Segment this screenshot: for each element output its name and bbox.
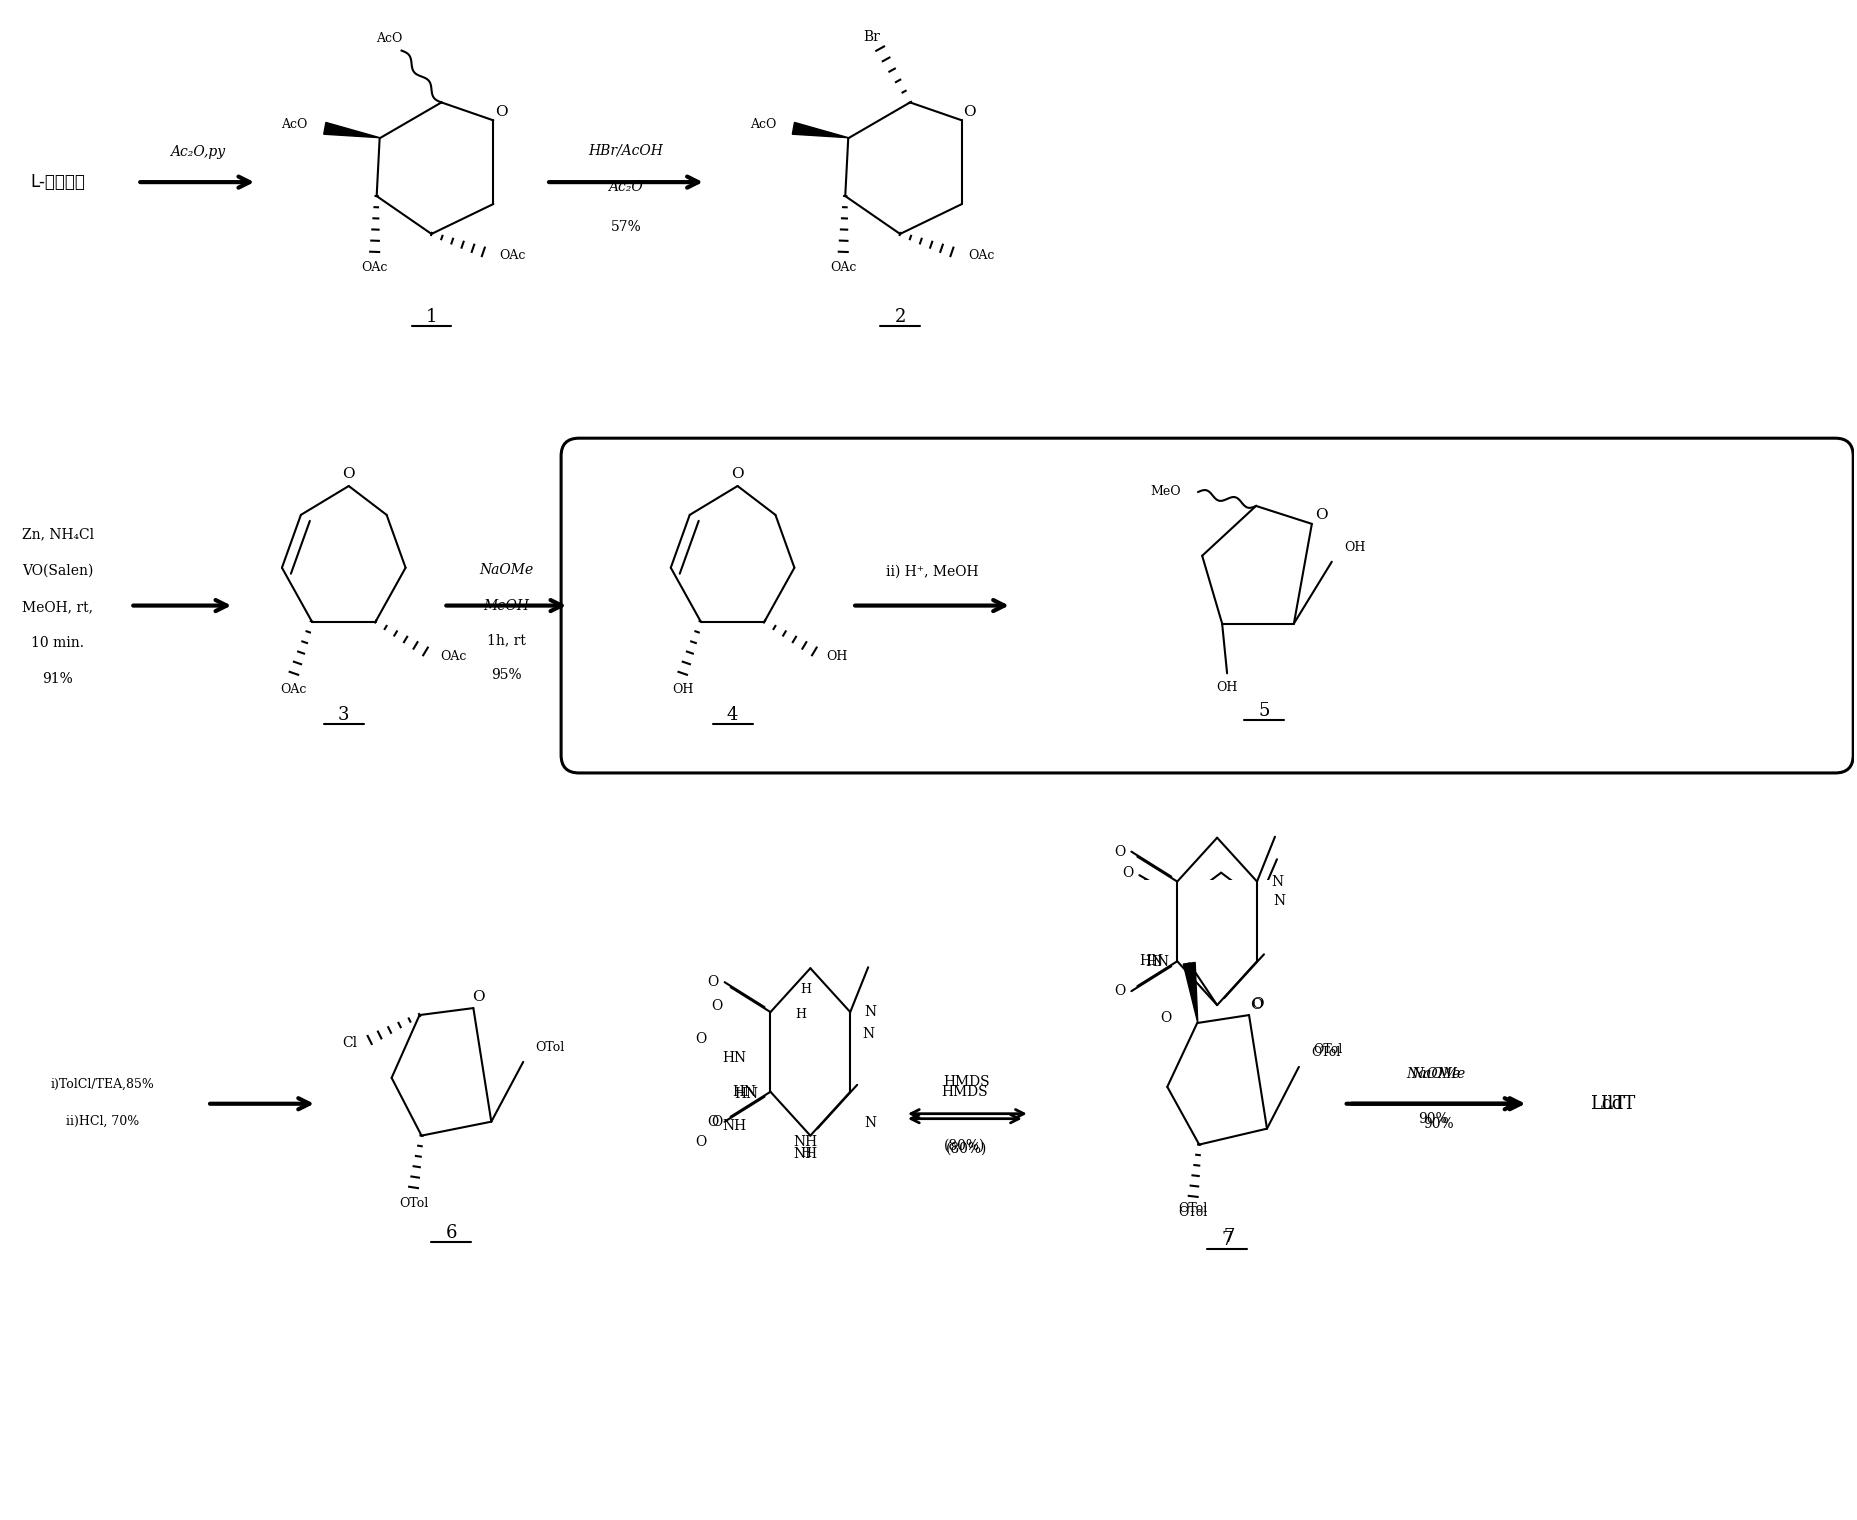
Text: HN: HN — [1138, 955, 1162, 968]
Text: OH: OH — [1344, 541, 1365, 555]
Text: HN: HN — [732, 1085, 756, 1099]
Text: 95%: 95% — [490, 669, 522, 682]
Text: H: H — [800, 983, 812, 996]
Text: 90%: 90% — [1419, 1111, 1448, 1126]
Text: LdT: LdT — [1590, 1094, 1625, 1113]
Text: HBr/AcOH: HBr/AcOH — [589, 143, 663, 157]
Text: (80%): (80%) — [947, 1142, 988, 1155]
Text: N: N — [1272, 894, 1285, 907]
Text: O: O — [732, 467, 745, 480]
Text: 7: 7 — [1222, 1231, 1233, 1249]
Text: OTol: OTol — [535, 1041, 565, 1055]
Text: H: H — [800, 1148, 812, 1160]
Text: OAc: OAc — [830, 261, 856, 274]
Text: MeO: MeO — [1151, 485, 1181, 499]
Text: OAc: OAc — [500, 249, 526, 263]
Polygon shape — [1183, 962, 1198, 1023]
Text: O: O — [1252, 997, 1263, 1011]
Text: 4: 4 — [726, 707, 739, 724]
Text: MeOH: MeOH — [483, 599, 529, 613]
Text: 5: 5 — [1259, 702, 1270, 720]
Text: 90%: 90% — [1422, 1117, 1454, 1131]
Text: NaOMe: NaOMe — [1411, 1067, 1465, 1081]
Text: HN: HN — [734, 1087, 758, 1100]
Text: O: O — [472, 990, 485, 1005]
Text: OAc: OAc — [280, 682, 306, 696]
Text: O: O — [711, 999, 722, 1012]
Text: NH: NH — [793, 1135, 817, 1149]
Text: Zn, NH₄Cl: Zn, NH₄Cl — [22, 527, 93, 541]
Text: MeOH, rt,: MeOH, rt, — [22, 600, 93, 614]
Text: 10 min.: 10 min. — [32, 637, 84, 651]
Text: 91%: 91% — [43, 672, 72, 687]
Text: N: N — [864, 1116, 877, 1129]
Text: O: O — [496, 105, 507, 120]
Text: NaOMe: NaOMe — [1406, 1067, 1461, 1081]
Bar — [691, 935, 930, 1213]
Text: OH: OH — [1216, 681, 1239, 693]
Bar — [1330, 1044, 1638, 1173]
Text: O: O — [1315, 508, 1328, 521]
Text: HN: HN — [722, 1050, 747, 1066]
Text: N: N — [864, 1005, 877, 1018]
Text: OTol: OTol — [1313, 1043, 1343, 1056]
Text: O: O — [342, 467, 355, 480]
Text: 6: 6 — [446, 1224, 457, 1242]
Text: O: O — [711, 1116, 722, 1129]
Bar — [685, 900, 934, 1208]
Text: Br: Br — [864, 30, 880, 44]
Text: O: O — [695, 1134, 708, 1149]
Text: N: N — [862, 1026, 875, 1041]
Polygon shape — [323, 123, 379, 138]
Text: OAc: OAc — [362, 261, 388, 274]
Text: (80%): (80%) — [943, 1138, 986, 1152]
Text: 7: 7 — [1224, 1228, 1235, 1246]
Text: i)TolCl/TEA,85%: i)TolCl/TEA,85% — [50, 1078, 154, 1090]
Text: O: O — [1250, 999, 1263, 1012]
Text: OTol: OTol — [1179, 1202, 1207, 1214]
Text: O: O — [708, 1114, 719, 1129]
Text: AcO: AcO — [750, 119, 776, 131]
Text: Cl: Cl — [342, 1037, 358, 1050]
Text: OH: OH — [826, 651, 847, 663]
Text: O: O — [1114, 983, 1125, 999]
Text: L-阿拉伯糖: L-阿拉伯糖 — [30, 173, 85, 192]
Text: Ac₂O,py: Ac₂O,py — [169, 146, 225, 160]
Text: H: H — [795, 1008, 806, 1020]
Text: VO(Salen): VO(Salen) — [22, 564, 93, 578]
Bar — [1034, 880, 1354, 1287]
Polygon shape — [793, 123, 849, 138]
Text: O: O — [708, 976, 719, 990]
Text: 2: 2 — [895, 307, 906, 325]
Text: NaOMe: NaOMe — [479, 562, 533, 576]
Text: ii) H⁺, MeOH: ii) H⁺, MeOH — [886, 565, 979, 579]
Text: HMDS: HMDS — [943, 1075, 990, 1088]
Text: O: O — [1122, 866, 1133, 880]
Text: NH: NH — [722, 1119, 747, 1132]
Text: HN: HN — [1146, 955, 1170, 968]
Text: O: O — [1161, 1011, 1172, 1024]
Text: ii)HCl, 70%: ii)HCl, 70% — [65, 1116, 139, 1128]
Text: 1h, rt: 1h, rt — [487, 634, 526, 648]
Text: LdT: LdT — [1601, 1094, 1636, 1113]
Text: 1: 1 — [425, 307, 436, 325]
Text: AcO: AcO — [282, 119, 308, 131]
Text: OH: OH — [672, 682, 693, 696]
Text: NH: NH — [793, 1146, 817, 1161]
Text: OAc: OAc — [967, 249, 993, 263]
Text: OTol: OTol — [1311, 1046, 1341, 1059]
Text: OTol: OTol — [1179, 1205, 1207, 1219]
Text: O: O — [695, 1032, 708, 1046]
Text: O: O — [964, 105, 977, 120]
Text: O: O — [1114, 845, 1125, 859]
Text: OTol: OTol — [399, 1196, 429, 1210]
Text: 3: 3 — [338, 707, 349, 724]
Text: N: N — [1270, 874, 1283, 889]
Text: 57%: 57% — [611, 220, 641, 234]
Text: Ac₂O: Ac₂O — [609, 179, 643, 195]
Text: AcO: AcO — [377, 32, 403, 46]
Text: OAc: OAc — [440, 651, 466, 663]
Text: HMDS: HMDS — [941, 1085, 988, 1099]
